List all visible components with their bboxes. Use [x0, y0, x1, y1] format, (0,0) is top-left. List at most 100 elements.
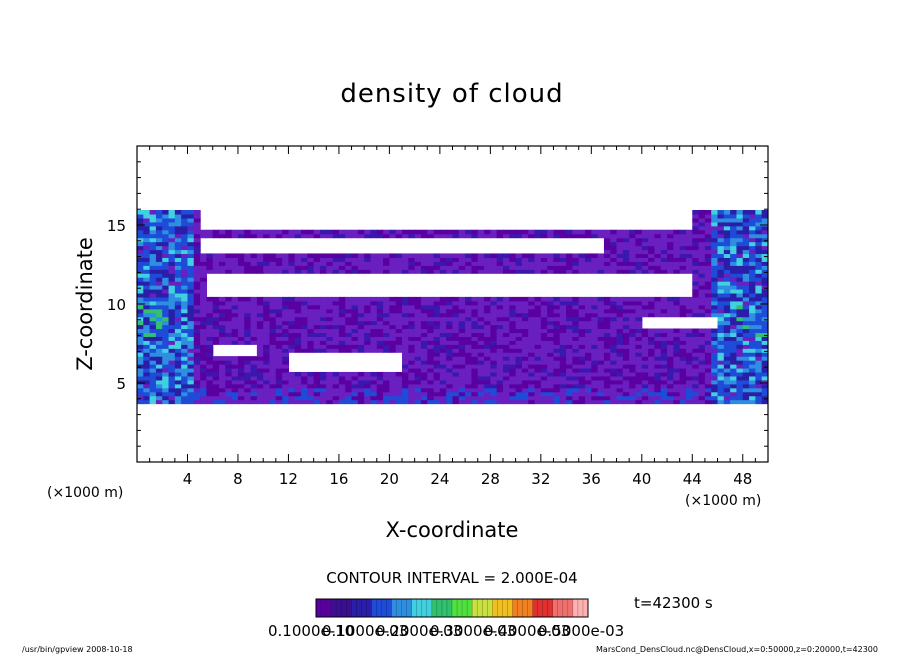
density-cell [559, 375, 567, 381]
density-cell [389, 375, 397, 381]
density-cell [660, 249, 668, 255]
density-cell [566, 344, 573, 349]
density-cell [250, 253, 258, 258]
density-cell [200, 257, 208, 262]
density-cell [509, 257, 517, 262]
density-cell [370, 316, 378, 322]
density-cell [357, 348, 365, 353]
density-cell [168, 225, 176, 231]
density-cell [622, 364, 630, 369]
density-cell [345, 269, 353, 274]
density-cell [301, 383, 308, 389]
density-cell [704, 367, 712, 373]
density-cell [629, 265, 637, 270]
density-cell [389, 340, 397, 345]
density-cell [427, 399, 435, 405]
density-cell [427, 269, 435, 274]
density-cell [200, 332, 208, 337]
density-cell [275, 399, 283, 405]
density-cell [319, 332, 327, 337]
density-cell [376, 312, 384, 318]
density-cell [667, 375, 674, 381]
density-cell [553, 332, 561, 337]
density-cell [540, 257, 548, 262]
density-cell [263, 296, 271, 302]
density-cell [143, 312, 151, 318]
density-cell [685, 383, 693, 389]
density-cell [193, 348, 201, 353]
density-cell [263, 308, 271, 314]
density-cell [761, 320, 768, 326]
density-cell [193, 328, 201, 334]
density-cell [654, 344, 662, 349]
density-cell [641, 233, 649, 239]
density-cell [755, 265, 763, 270]
density-cell [206, 296, 214, 302]
density-cell [742, 257, 750, 262]
density-cell [288, 371, 296, 377]
density-cell [559, 367, 567, 373]
colorbar-cell [467, 599, 473, 617]
density-cell [256, 257, 264, 262]
density-cell [357, 261, 365, 266]
density-cell [490, 340, 498, 345]
x-tick-labels: 4 8 12 16 20 24 28 32 36 40 44 48 [183, 470, 753, 488]
density-cell [256, 308, 264, 314]
density-cell [610, 399, 618, 405]
density-cell [174, 213, 182, 219]
density-cell [420, 364, 428, 369]
density-cell [471, 308, 479, 314]
density-cell [376, 399, 384, 405]
density-cell [420, 328, 428, 334]
density-cell [313, 269, 321, 274]
density-cell [471, 399, 479, 405]
density-cell [137, 273, 144, 278]
density-cell [597, 257, 605, 262]
density-cell [723, 324, 731, 330]
density-cell [484, 360, 491, 365]
density-cell [137, 241, 144, 247]
density-cell [704, 399, 712, 405]
density-cell [452, 387, 460, 393]
density-cell [465, 367, 473, 373]
density-cell [490, 312, 498, 318]
density-cell [616, 312, 624, 318]
density-cell [225, 371, 233, 377]
density-cell [717, 320, 725, 326]
density-cell [168, 269, 176, 274]
density-cell [452, 265, 460, 270]
density-cell [692, 356, 700, 361]
density-cell [319, 312, 327, 318]
density-cell [446, 253, 454, 258]
density-cell [528, 399, 536, 405]
density-cell [641, 367, 649, 373]
density-cell [736, 387, 744, 393]
density-cell [357, 308, 365, 314]
density-cell [698, 336, 706, 341]
density-cell [685, 265, 693, 270]
density-cell [585, 253, 592, 258]
density-cell [174, 233, 182, 239]
density-cell [181, 213, 189, 219]
density-cell [502, 375, 510, 381]
density-cell [509, 253, 517, 258]
density-cell [225, 308, 233, 314]
density-cell [698, 375, 706, 381]
density-cell [402, 253, 409, 258]
density-cell [389, 324, 397, 330]
density-cell [414, 308, 422, 314]
density-cell [692, 391, 700, 397]
density-cell [345, 336, 353, 341]
density-cell [439, 344, 447, 349]
density-cell [717, 269, 725, 274]
density-cell [155, 383, 163, 389]
density-cell [408, 324, 416, 330]
density-cell [370, 269, 378, 274]
density-cell [143, 320, 151, 326]
density-cell [717, 292, 725, 298]
density-cell [578, 360, 586, 365]
density-cell [155, 277, 163, 282]
density-cell [667, 245, 674, 251]
colorbar-cell [381, 599, 387, 617]
density-cell [452, 332, 460, 337]
